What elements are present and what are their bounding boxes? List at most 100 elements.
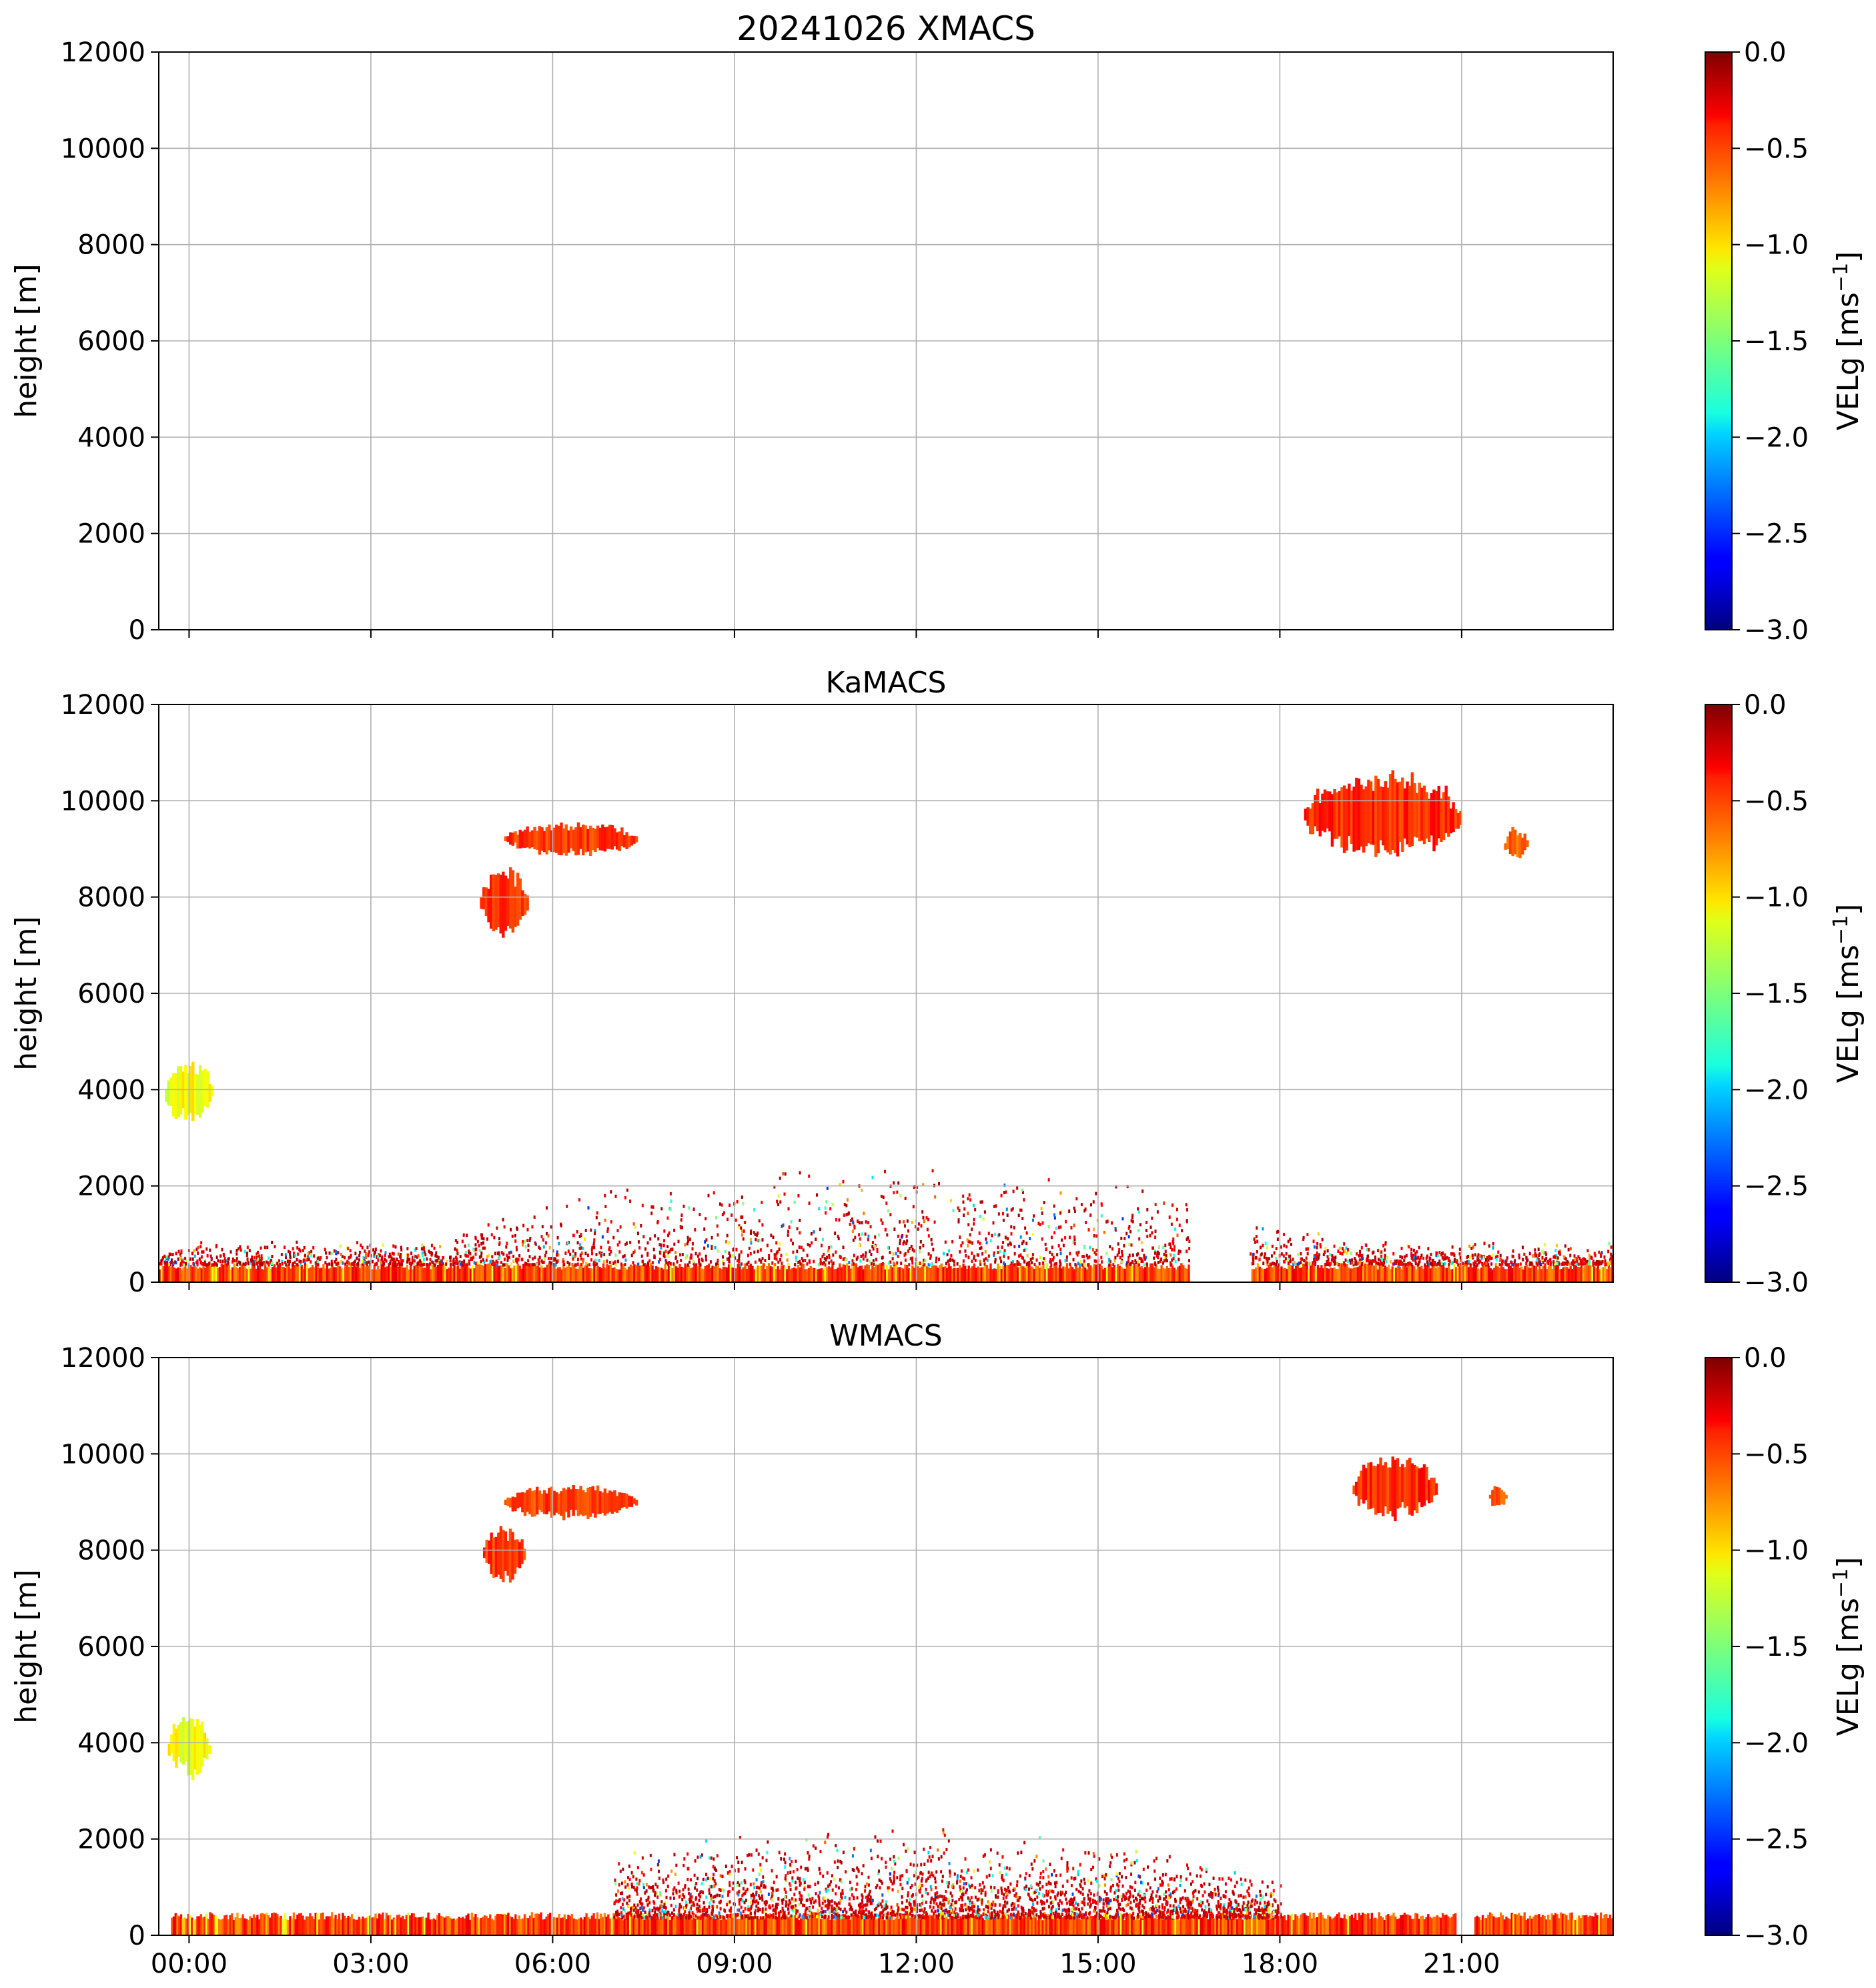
surface-echo-strip — [495, 1263, 498, 1282]
surface-echo-strip — [218, 1919, 221, 1935]
surface-echo-strip — [470, 1913, 474, 1935]
clutter-pixel — [373, 1252, 376, 1256]
clutter-pixel — [777, 1260, 780, 1264]
clutter-pixel — [1594, 1254, 1596, 1258]
surface-echo-strip — [801, 1914, 805, 1935]
clutter-pixel — [1016, 1186, 1019, 1190]
clutter-pixel — [468, 1260, 470, 1264]
clutter-pixel — [1422, 1256, 1425, 1260]
clutter-pixel — [895, 1252, 897, 1256]
surface-echo-strip — [512, 1919, 515, 1935]
clutter-pixel — [885, 1865, 887, 1869]
clutter-pixel — [213, 1262, 216, 1266]
clutter-pixel — [1072, 1240, 1075, 1244]
clutter-pixel — [911, 1259, 913, 1263]
clutter-pixel — [1512, 1262, 1514, 1266]
surface-echo-strip — [1182, 1913, 1184, 1935]
clutter-pixel — [392, 1252, 395, 1256]
clutter-pixel — [1117, 1242, 1119, 1246]
surface-echo-strip — [1320, 1265, 1323, 1282]
surface-echo-strip — [784, 1267, 787, 1282]
clutter-pixel — [604, 1193, 606, 1197]
clutter-pixel — [696, 1254, 699, 1258]
surface-echo-strip — [1060, 1268, 1063, 1282]
surface-echo-strip — [912, 1917, 915, 1935]
clutter-pixel — [1327, 1261, 1330, 1265]
surface-echo-strip — [1065, 1263, 1069, 1282]
surface-echo-strip — [467, 1913, 470, 1935]
cloud-echo-column — [1444, 785, 1448, 833]
clutter-pixel — [891, 1257, 894, 1261]
surface-echo-strip — [410, 1913, 414, 1935]
surface-echo-strip — [215, 1266, 217, 1282]
cloud-echo-column — [1408, 785, 1412, 847]
surface-echo-strip — [765, 1915, 768, 1935]
surface-echo-strip — [1591, 1265, 1594, 1282]
clutter-pixel — [796, 1227, 799, 1231]
surface-echo-strip — [877, 1264, 879, 1282]
surface-echo-strip — [382, 1912, 384, 1935]
surface-echo-strip — [407, 1913, 410, 1935]
clutter-pixel — [781, 1262, 783, 1266]
clutter-pixel — [660, 1246, 662, 1250]
surface-echo-strip — [1054, 1918, 1057, 1935]
clutter-pixel — [1053, 1204, 1055, 1208]
surface-echo-strip — [978, 1916, 981, 1935]
surface-echo-strip — [1161, 1919, 1164, 1935]
clutter-pixel — [1430, 1262, 1432, 1266]
clutter-pixel — [1167, 1915, 1170, 1919]
surface-echo-strip — [1571, 1269, 1574, 1282]
clutter-pixel — [1482, 1256, 1485, 1260]
surface-echo-strip — [624, 1268, 626, 1282]
surface-echo-strip — [673, 1264, 676, 1282]
surface-echo-strip — [486, 1264, 488, 1282]
clutter-pixel — [728, 1251, 731, 1255]
surface-echo-strip — [925, 1914, 928, 1935]
clutter-pixel — [400, 1262, 403, 1266]
clutter-pixel — [865, 1220, 867, 1224]
clutter-pixel — [527, 1248, 530, 1252]
clutter-pixel — [1275, 1256, 1278, 1260]
surface-echo-strip — [767, 1263, 771, 1282]
clutter-pixel — [1001, 1855, 1004, 1859]
surface-echo-strip — [962, 1264, 965, 1282]
clutter-pixel — [854, 1235, 857, 1239]
clutter-pixel — [1059, 1873, 1062, 1877]
surface-echo-strip — [294, 1919, 297, 1935]
clutter-pixel — [582, 1260, 584, 1264]
surface-echo-strip — [1285, 1920, 1288, 1935]
surface-echo-strip — [1093, 1264, 1095, 1282]
clutter-pixel — [159, 1262, 161, 1266]
surface-echo-strip — [174, 1913, 177, 1935]
clutter-pixel — [957, 1219, 960, 1223]
surface-echo-strip — [258, 1919, 261, 1935]
clutter-pixel — [320, 1256, 322, 1260]
clutter-pixel — [334, 1260, 336, 1264]
surface-echo-strip — [1496, 1917, 1499, 1935]
cloud-echo-column — [1364, 786, 1368, 847]
surface-echo-strip — [1084, 1268, 1087, 1282]
clutter-pixel — [1562, 1255, 1565, 1259]
clutter-pixel — [964, 1857, 967, 1861]
surface-echo-strip — [355, 1266, 358, 1282]
surface-echo-strip — [1005, 1916, 1008, 1935]
clutter-pixel — [620, 1262, 622, 1266]
cloud-echo-column — [1306, 807, 1310, 826]
surface-echo-strip — [614, 1269, 618, 1282]
clutter-pixel — [1305, 1247, 1308, 1251]
clutter-pixel — [891, 1829, 894, 1833]
surface-echo-strip — [245, 1919, 248, 1935]
cloud-echo-column — [1406, 781, 1409, 845]
clutter-pixel — [1496, 1254, 1499, 1258]
clutter-pixel — [1379, 1251, 1382, 1255]
clutter-pixel — [830, 1259, 833, 1263]
surface-echo-strip — [951, 1915, 953, 1935]
surface-echo-strip — [941, 1912, 944, 1935]
surface-echo-strip — [632, 1914, 635, 1935]
surface-echo-strip — [816, 1912, 819, 1935]
surface-echo-strip — [1355, 1267, 1358, 1282]
clutter-pixel — [713, 1915, 715, 1919]
surface-echo-strip — [1448, 1918, 1452, 1935]
clutter-pixel — [1333, 1244, 1336, 1248]
